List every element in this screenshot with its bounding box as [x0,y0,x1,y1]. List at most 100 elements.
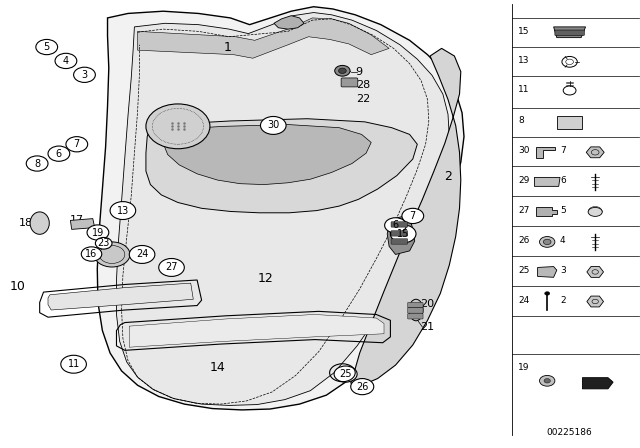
Polygon shape [536,207,557,216]
Polygon shape [70,219,95,229]
Circle shape [385,218,406,233]
Text: 30: 30 [518,146,530,155]
Polygon shape [534,177,560,186]
Text: 21: 21 [420,322,435,332]
Polygon shape [274,16,304,29]
Ellipse shape [588,207,602,216]
Text: 7: 7 [560,146,566,155]
Polygon shape [387,215,415,254]
Circle shape [95,237,112,249]
Circle shape [543,239,551,245]
Text: 5: 5 [560,206,566,215]
Text: 29: 29 [518,176,530,185]
Text: 18: 18 [19,218,33,228]
Circle shape [94,242,130,267]
Text: 17: 17 [70,215,84,224]
Text: 20: 20 [420,299,434,309]
Circle shape [36,39,58,55]
Circle shape [260,116,286,134]
Circle shape [87,225,109,240]
FancyBboxPatch shape [408,314,423,319]
Text: 6: 6 [392,220,399,230]
FancyBboxPatch shape [408,308,423,313]
Circle shape [390,225,416,243]
Text: 27: 27 [518,206,530,215]
Text: 8: 8 [518,116,524,125]
FancyBboxPatch shape [391,231,408,236]
Circle shape [55,53,77,69]
Circle shape [66,137,88,152]
Text: 24: 24 [136,250,148,259]
Text: 24: 24 [518,296,530,305]
Circle shape [146,104,210,149]
Circle shape [334,366,357,382]
Polygon shape [554,27,586,38]
Text: 3: 3 [81,70,88,80]
Circle shape [351,379,374,395]
Polygon shape [163,125,371,185]
Text: 4: 4 [63,56,69,66]
Polygon shape [582,378,613,389]
Circle shape [545,292,550,295]
Text: 13: 13 [116,206,129,215]
Circle shape [48,146,70,161]
Text: 8: 8 [34,159,40,168]
Circle shape [402,208,424,224]
Polygon shape [538,267,557,277]
Text: 26: 26 [518,236,530,245]
Ellipse shape [409,299,423,321]
Text: 00225186: 00225186 [547,428,593,437]
Circle shape [540,375,555,386]
Text: 10: 10 [10,280,26,293]
FancyBboxPatch shape [555,30,584,35]
Text: 22: 22 [356,94,370,103]
Text: 25: 25 [339,369,352,379]
Text: 13: 13 [518,56,530,65]
Text: 4: 4 [560,236,566,245]
Text: 16: 16 [85,249,98,259]
Text: 2: 2 [560,296,566,305]
FancyBboxPatch shape [408,302,423,308]
Polygon shape [97,7,464,410]
Text: 6: 6 [560,176,566,185]
Polygon shape [587,296,604,307]
Polygon shape [586,147,604,158]
Text: 30: 30 [267,121,280,130]
Polygon shape [129,314,384,347]
Text: 9: 9 [355,67,362,77]
Circle shape [129,246,155,263]
Text: 1: 1 [223,40,231,54]
Circle shape [540,237,555,247]
Text: 6: 6 [56,149,62,159]
Text: 15: 15 [397,229,410,239]
Text: 15: 15 [518,27,530,36]
FancyBboxPatch shape [391,239,408,244]
Text: 25: 25 [518,266,530,275]
Circle shape [81,247,102,261]
Circle shape [74,67,95,82]
Circle shape [61,355,86,373]
Text: 5: 5 [44,42,50,52]
Text: 7: 7 [410,211,416,221]
Circle shape [339,68,346,73]
Circle shape [544,379,550,383]
FancyBboxPatch shape [341,78,358,87]
Ellipse shape [30,212,49,234]
Polygon shape [536,147,555,158]
Polygon shape [351,48,461,386]
Text: 11: 11 [67,359,80,369]
Text: 19: 19 [518,363,530,372]
Text: 7: 7 [74,139,80,149]
Text: 2: 2 [444,170,452,184]
FancyBboxPatch shape [391,222,408,227]
Polygon shape [116,13,449,405]
Polygon shape [138,18,389,58]
Polygon shape [587,267,604,277]
Text: 3: 3 [560,266,566,275]
Polygon shape [146,119,417,213]
Text: 11: 11 [518,85,530,94]
Circle shape [159,258,184,276]
Text: 26: 26 [356,382,369,392]
Circle shape [335,65,350,76]
Text: 14: 14 [210,361,225,374]
